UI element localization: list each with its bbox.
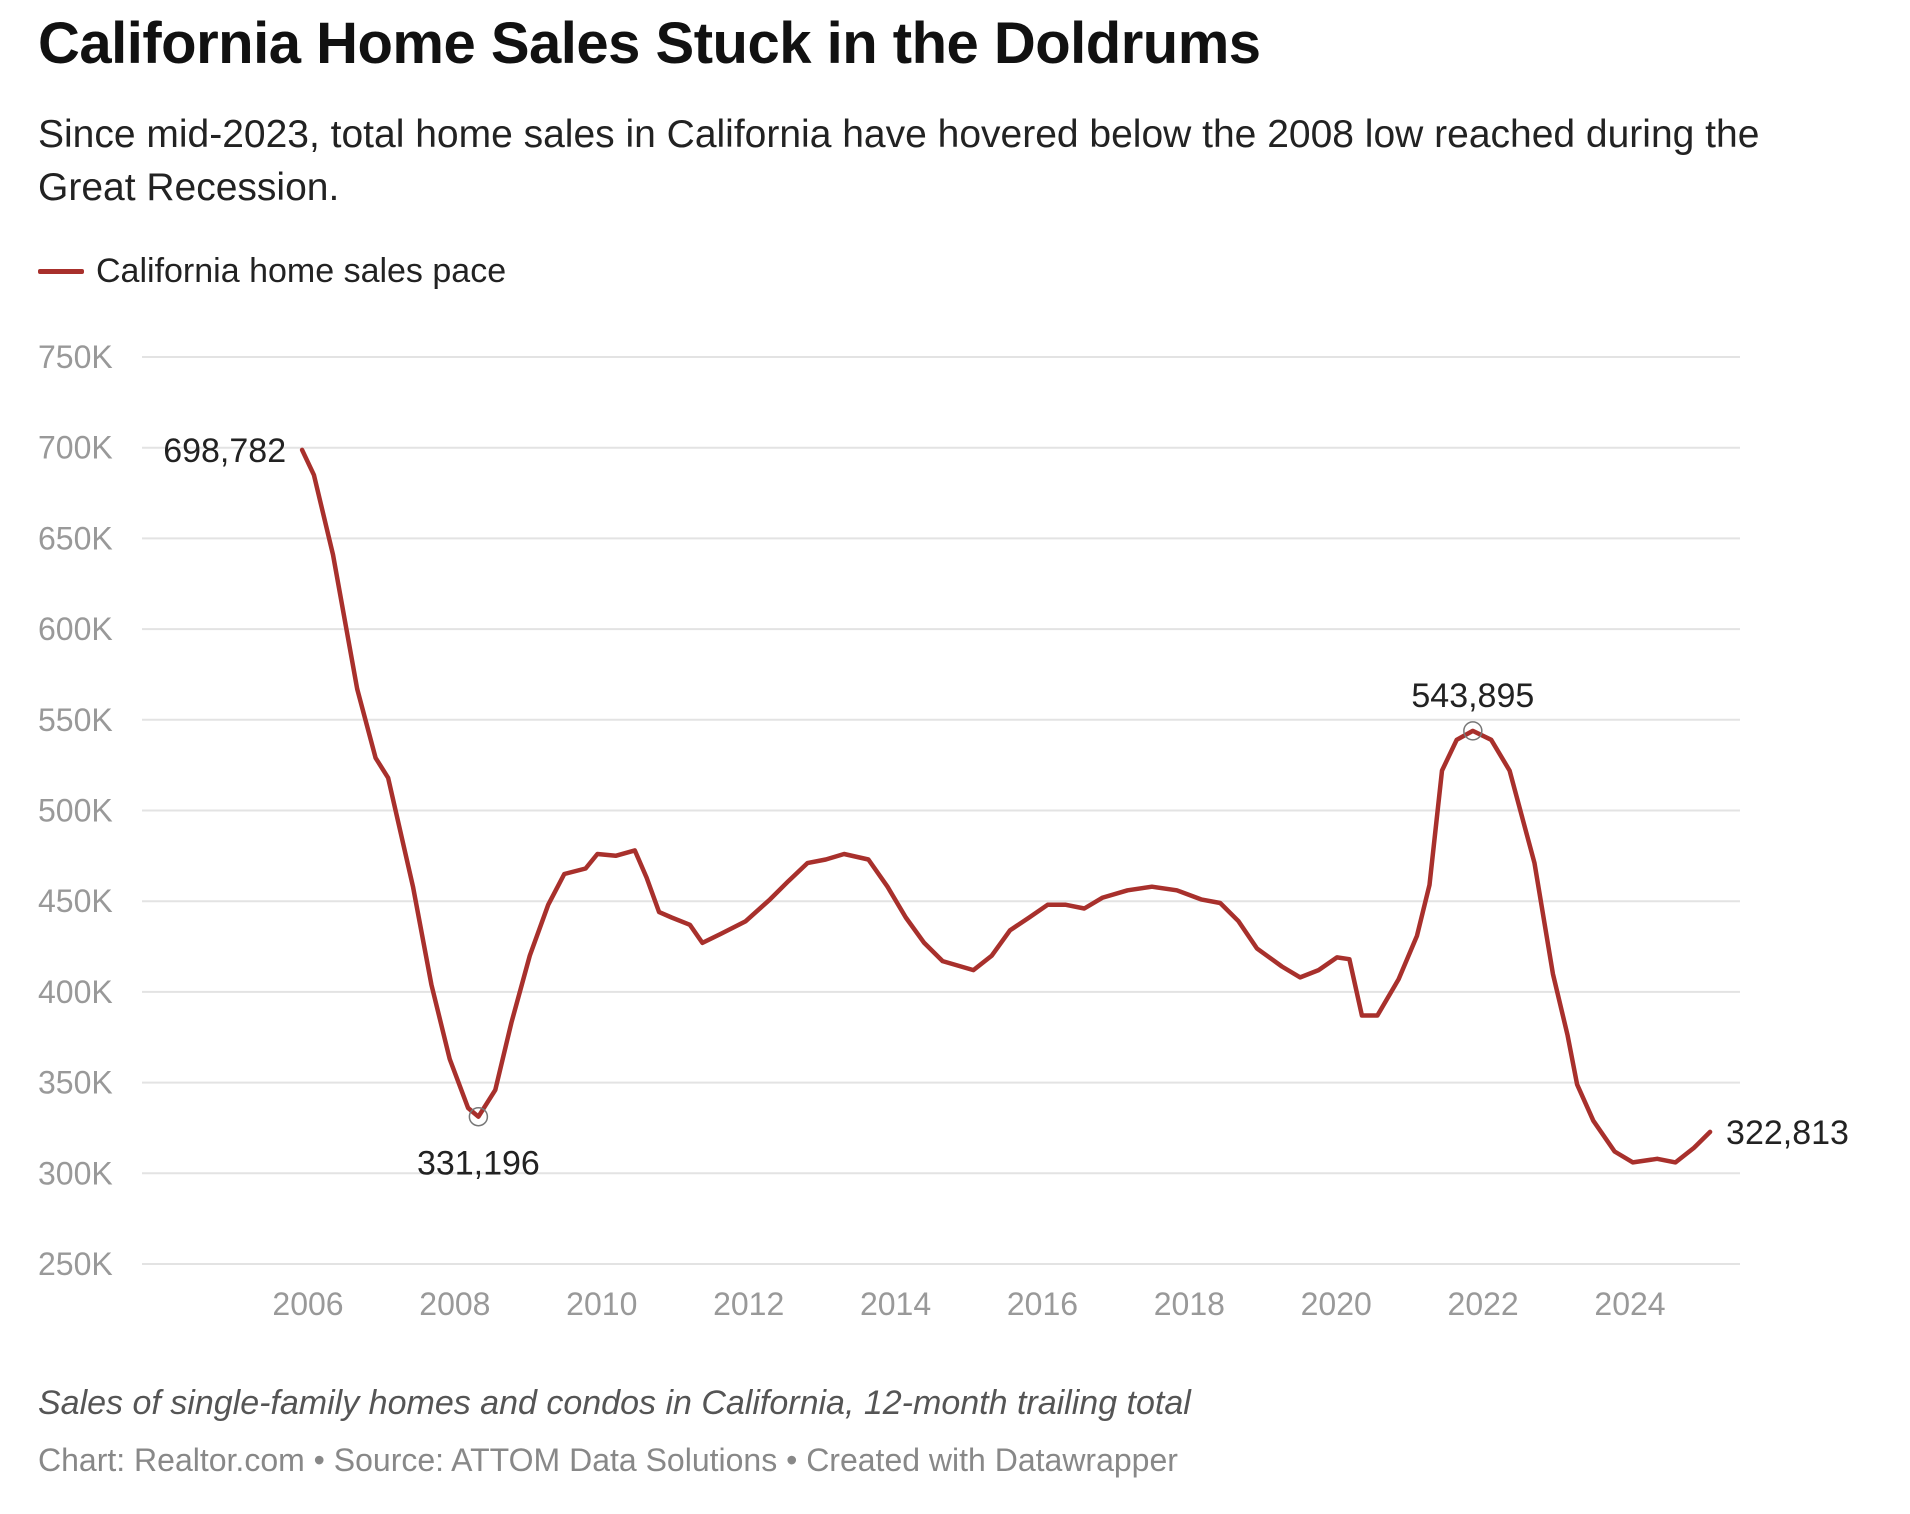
y-tick-label: 300K	[38, 1155, 113, 1191]
y-tick-label: 450K	[38, 883, 113, 919]
x-tick-label: 2006	[272, 1286, 343, 1322]
y-tick-label: 550K	[38, 702, 113, 738]
y-tick-label: 750K	[38, 339, 113, 375]
gridlines	[142, 356, 1740, 1265]
chart-subtitle: Since mid-2023, total home sales in Cali…	[38, 113, 1760, 209]
annotation-marker	[468, 1106, 489, 1127]
series-line	[299, 447, 1713, 1165]
y-tick-label: 250K	[38, 1246, 113, 1282]
x-tick-label: 2014	[860, 1286, 931, 1322]
y-axis-ticks: 750K 700K 650K 600K 550K 500K 450K 400K 350K 300K…	[38, 339, 113, 1282]
y-tick-label: 600K	[38, 611, 113, 647]
annotation-marker	[1463, 721, 1483, 741]
chart-title: California Home Sales Stuck in the Doldr…	[38, 11, 1261, 76]
x-axis-ticks: 2006 2008 2010 2012 2014 2016 2018 2020 2022 2024	[272, 1286, 1665, 1322]
x-tick-label: 2020	[1301, 1286, 1372, 1322]
chart-source: Chart: Realtor.com • Source: ATTOM Data …	[38, 1442, 1178, 1478]
x-tick-label: 2012	[713, 1286, 784, 1322]
series-lines	[299, 447, 1713, 1165]
x-tick-label: 2024	[1594, 1286, 1665, 1322]
x-tick-label: 2022	[1448, 1286, 1519, 1322]
y-tick-label: 650K	[38, 520, 113, 556]
y-tick-label: 700K	[38, 430, 113, 466]
x-tick-label: 2008	[419, 1286, 490, 1322]
legend-label: California home sales pace	[96, 252, 507, 290]
legend: California home sales pace	[38, 252, 506, 291]
annotation-label: 698,782	[163, 432, 286, 470]
x-tick-label: 2016	[1007, 1286, 1078, 1322]
annotation-label: 322,813	[1726, 1114, 1849, 1152]
y-tick-label: 400K	[38, 974, 113, 1010]
y-tick-label: 350K	[38, 1065, 113, 1101]
x-tick-label: 2018	[1154, 1286, 1225, 1322]
x-tick-label: 2010	[566, 1286, 637, 1322]
annotation-label: 543,895	[1411, 677, 1534, 715]
annotations: 698,782 331,196 543,895 322,813	[163, 432, 1849, 1183]
annotation-label: 331,196	[417, 1145, 540, 1183]
legend-swatch	[38, 269, 84, 274]
chart-notes: Sales of single-family homes and condos …	[38, 1384, 1191, 1422]
y-tick-label: 500K	[38, 793, 113, 829]
